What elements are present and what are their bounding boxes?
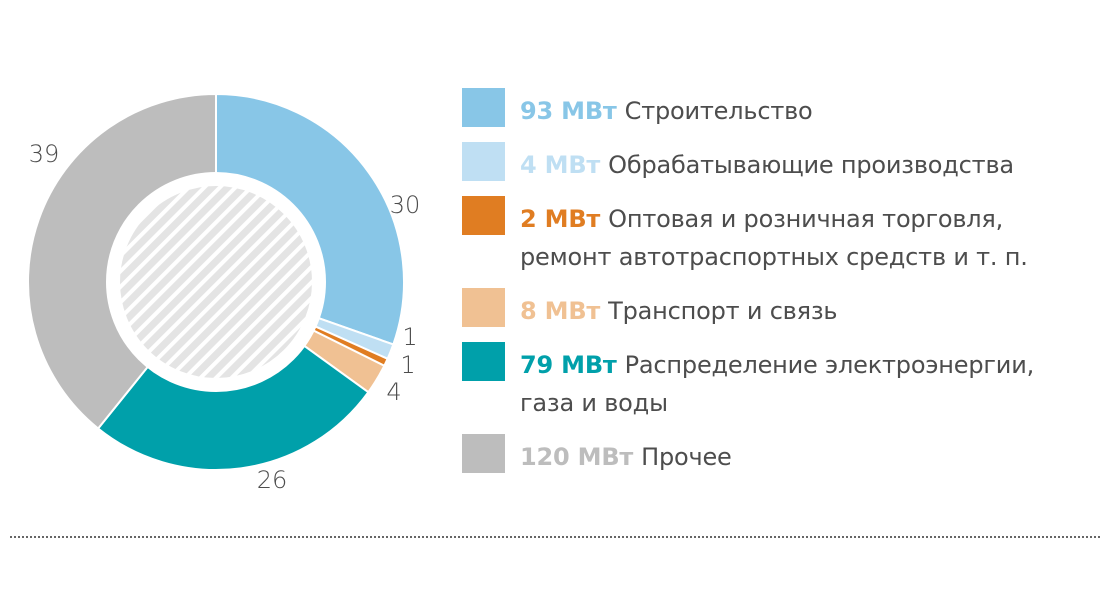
slice-percent-label-5: 26 — [257, 466, 288, 494]
legend-swatch — [462, 434, 505, 473]
donut-center-hatch — [106, 172, 326, 392]
slice-percent-label-2: 1 — [402, 323, 417, 351]
legend-value: 79 МВт — [520, 351, 617, 379]
slice-percent-label-3: 1 — [400, 351, 415, 379]
legend-label: Прочее — [641, 443, 732, 471]
legend-swatch — [462, 88, 505, 127]
legend-swatch — [462, 342, 505, 381]
legend-value: 2 МВт — [520, 205, 601, 233]
slice-percent-label-4: 4 — [386, 378, 401, 406]
legend-text: 120 МВт Прочее — [520, 438, 1090, 476]
legend-label: Обрабатывающие производства — [608, 151, 1014, 179]
slice-percent-label-6: 39 — [29, 140, 60, 168]
legend-label: Распределение электроэнергии, газа и вод… — [520, 351, 1035, 417]
slice-percent-label-1: 30 — [390, 191, 421, 219]
legend-text: 93 МВт Строительство — [520, 92, 1090, 130]
legend-text: 79 МВт Распределение электроэнергии, газа… — [520, 346, 1090, 422]
legend-text: 4 МВт Обрабатывающие производства — [520, 146, 1090, 184]
legend-text: 2 МВт Оптовая и розничная торговля, ремон… — [520, 200, 1090, 276]
legend-label: Транспорт и связь — [608, 297, 838, 325]
legend-value: 93 МВт — [520, 97, 617, 125]
legend-label: Оптовая и розничная торговля, ремонт авт… — [520, 205, 1028, 271]
dotted-divider — [10, 536, 1100, 538]
donut-chart: 30 114 26 39 — [27, 92, 421, 494]
legend-text: 8 МВт Транспорт и связь — [520, 292, 1090, 330]
legend-swatch — [462, 196, 505, 235]
legend-value: 120 МВт — [520, 443, 634, 471]
legend-value: 4 МВт — [520, 151, 601, 179]
legend-label: Строительство — [624, 97, 813, 125]
legend-swatch — [462, 142, 505, 181]
legend-swatch — [462, 288, 505, 327]
legend-value: 8 МВт — [520, 297, 601, 325]
